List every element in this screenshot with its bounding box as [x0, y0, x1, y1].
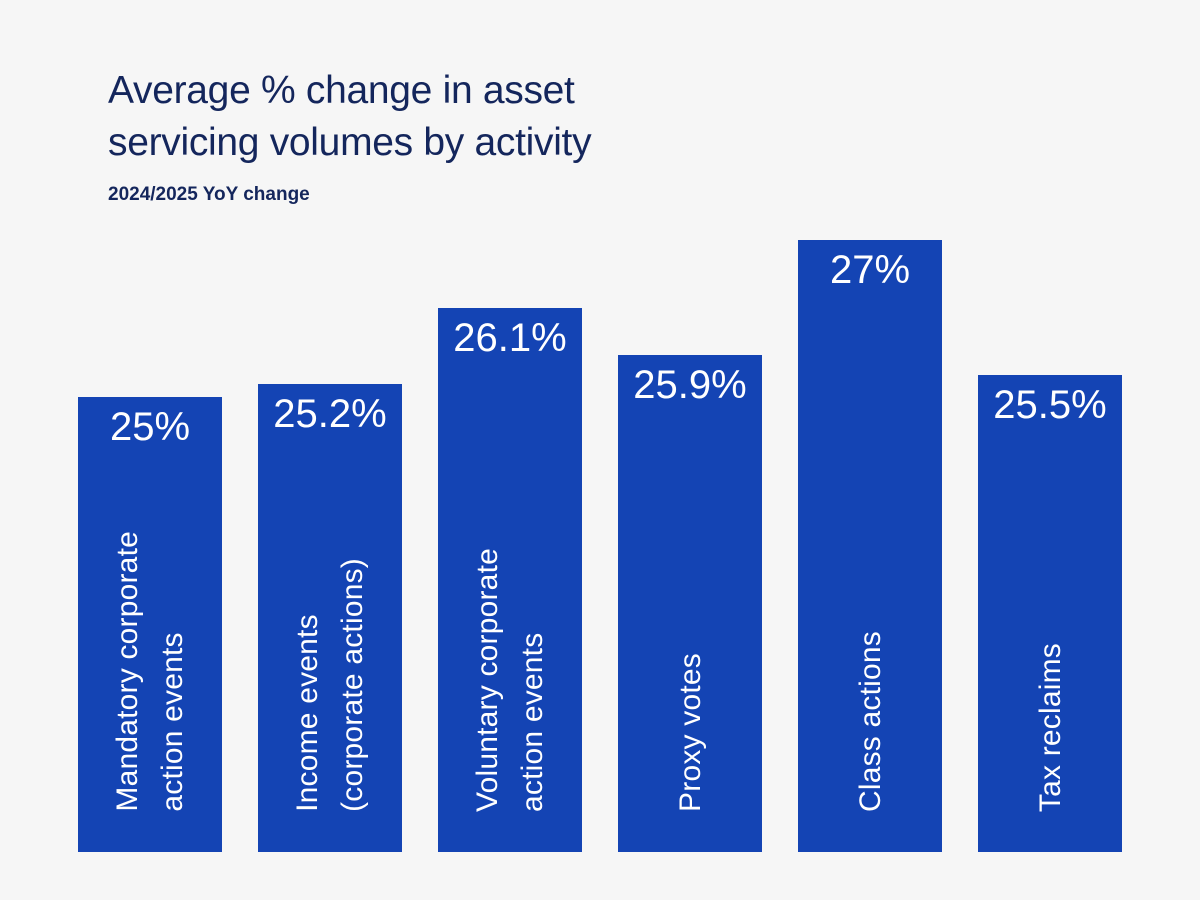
bar-value-label: 25.9%: [633, 363, 747, 407]
bar-category-label: Class actions: [853, 630, 887, 812]
chart-title: Average % change in asset servicing volu…: [108, 69, 592, 164]
bar: 25% Mandatory corporate action events: [78, 397, 222, 852]
bar: 26.1% Voluntary corporate action events: [438, 308, 582, 852]
bar-category-label: Tax reclaims: [1033, 642, 1067, 812]
bar-value-label: 25.5%: [993, 383, 1107, 427]
bar-category-label: Proxy votes: [673, 653, 707, 812]
bar-category-label: Voluntary corporate action events: [471, 548, 549, 812]
bar: 25.5% Tax reclaims: [978, 375, 1122, 852]
bar: 25.2% Income events (corporate actions): [258, 384, 402, 852]
bar-value-label: 25.2%: [273, 392, 387, 436]
chart-subtitle: 2024/2025 YoY change: [108, 184, 310, 205]
bar-category-label: Mandatory corporate action events: [111, 531, 189, 812]
bar-value-label: 27%: [829, 248, 911, 292]
bar: 27% Class actions: [798, 240, 942, 852]
bar: 25.9% Proxy votes: [618, 355, 762, 852]
bar-value-label: 26.1%: [453, 316, 567, 360]
bar-value-label: 25%: [109, 405, 191, 449]
bar-chart: 25% Mandatory corporate action events 25…: [78, 240, 1122, 852]
bar-category-label: Income events (corporate actions): [291, 558, 369, 812]
